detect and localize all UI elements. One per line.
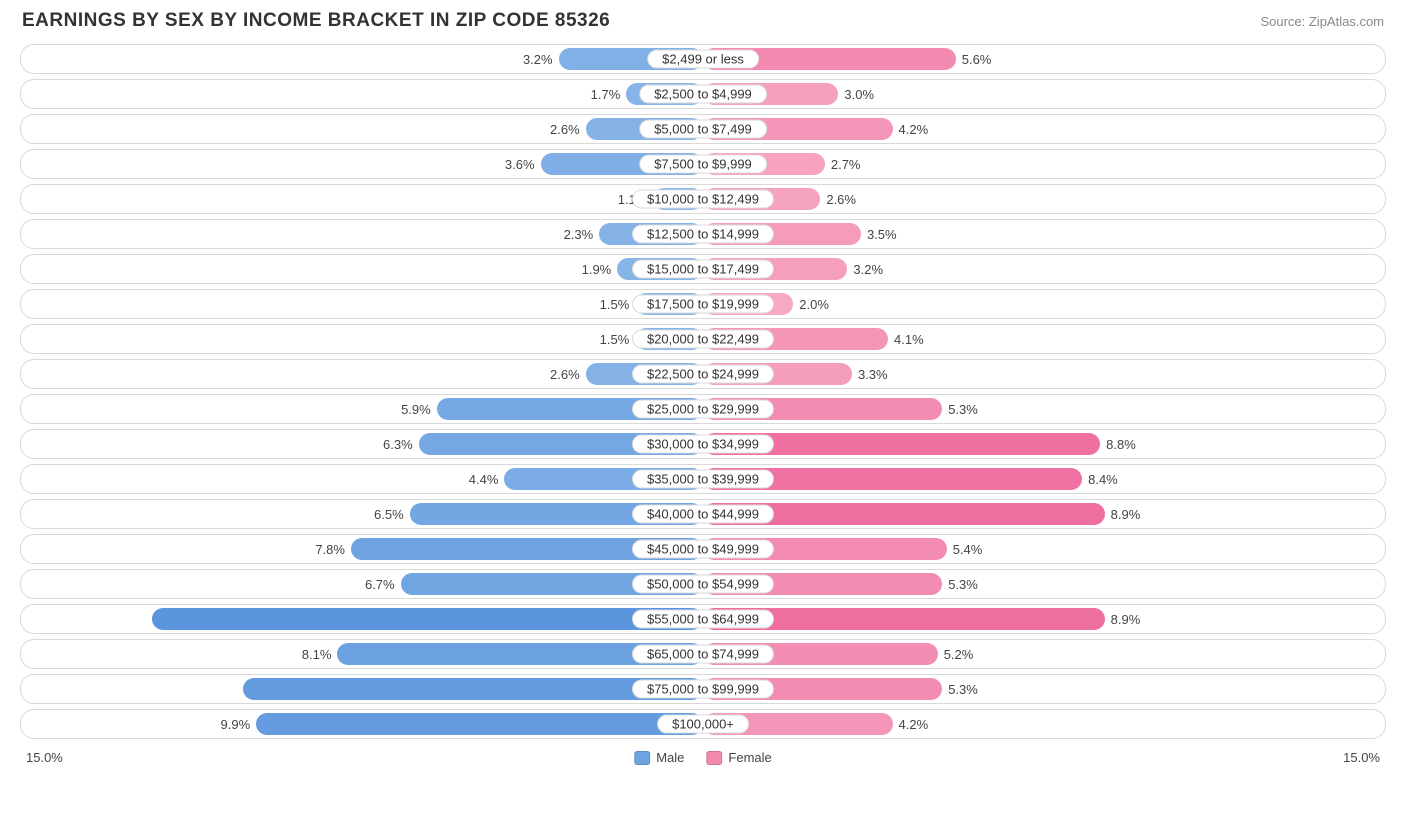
chart-source: Source: ZipAtlas.com (1260, 14, 1384, 29)
male-pct-label: 8.1% (302, 643, 338, 665)
male-pct-label: 3.6% (505, 153, 541, 175)
bracket-label: $10,000 to $12,499 (632, 190, 774, 209)
male-pct-label: 4.4% (469, 468, 505, 490)
bracket-label: $2,499 or less (647, 50, 759, 69)
legend: Male Female (634, 750, 772, 765)
bracket-label: $15,000 to $17,499 (632, 260, 774, 279)
female-pct-label: 8.4% (1082, 468, 1118, 490)
chart-row: 4.4% 8.4% $35,000 to $39,999 (20, 464, 1386, 494)
legend-male: Male (634, 750, 684, 765)
bracket-label: $7,500 to $9,999 (639, 155, 767, 174)
female-pct-label: 2.6% (820, 188, 856, 210)
male-pct-label: 9.9% (221, 713, 257, 735)
male-pct-label: 12.2% (26, 608, 577, 630)
chart-row: 2.3% 3.5% $12,500 to $14,999 (20, 219, 1386, 249)
female-pct-label: 5.3% (942, 678, 978, 700)
bracket-label: $45,000 to $49,999 (632, 540, 774, 559)
male-pct-label: 2.3% (564, 223, 600, 245)
chart-row: 6.7% 5.3% $50,000 to $54,999 (20, 569, 1386, 599)
legend-male-label: Male (656, 750, 684, 765)
female-pct-label: 3.3% (852, 363, 888, 385)
bracket-label: $30,000 to $34,999 (632, 435, 774, 454)
male-pct-label: 6.5% (374, 503, 410, 525)
axis-label-left: 15.0% (26, 750, 63, 765)
chart-row: 5.9% 5.3% $25,000 to $29,999 (20, 394, 1386, 424)
chart-row: 3.6% 2.7% $7,500 to $9,999 (20, 149, 1386, 179)
chart-row: 6.5% 8.9% $40,000 to $44,999 (20, 499, 1386, 529)
chart-row: 3.2% 5.6% $2,499 or less (20, 44, 1386, 74)
chart-row: 1.9% 3.2% $15,000 to $17,499 (20, 254, 1386, 284)
chart-row: 1.7% 3.0% $2,500 to $4,999 (20, 79, 1386, 109)
bracket-label: $35,000 to $39,999 (632, 470, 774, 489)
chart-row: 1.5% 2.0% $17,500 to $19,999 (20, 289, 1386, 319)
male-pct-label: 6.3% (383, 433, 419, 455)
female-pct-label: 2.0% (793, 293, 829, 315)
female-pct-label: 3.0% (838, 83, 874, 105)
female-pct-label: 5.3% (942, 573, 978, 595)
male-pct-label: 2.6% (550, 363, 586, 385)
male-bar (256, 713, 703, 735)
chart-row: 7.8% 5.4% $45,000 to $49,999 (20, 534, 1386, 564)
bracket-label: $20,000 to $22,499 (632, 330, 774, 349)
chart-header: EARNINGS BY SEX BY INCOME BRACKET IN ZIP… (0, 0, 1406, 40)
male-pct-label: 2.6% (550, 118, 586, 140)
chart-row: 1.1%2.6%$10,000 to $12,499 (20, 184, 1386, 214)
bracket-label: $25,000 to $29,999 (632, 400, 774, 419)
female-pct-label: 5.4% (947, 538, 983, 560)
axis-label-right: 15.0% (1343, 750, 1380, 765)
chart-row: 8.1% 5.2% $65,000 to $74,999 (20, 639, 1386, 669)
chart-row: 6.3% 8.8% $30,000 to $34,999 (20, 429, 1386, 459)
bracket-label: $5,000 to $7,499 (639, 120, 767, 139)
chart-row: 2.6% 3.3% $22,500 to $24,999 (20, 359, 1386, 389)
legend-female: Female (706, 750, 771, 765)
male-pct-label: 6.7% (365, 573, 401, 595)
male-pct-label: 1.5% (600, 293, 636, 315)
bracket-label: $50,000 to $54,999 (632, 575, 774, 594)
chart-row: 10.2% 5.3% $75,000 to $99,999 (20, 674, 1386, 704)
chart-row: 2.6% 4.2% $5,000 to $7,499 (20, 114, 1386, 144)
female-pct-label: 3.5% (861, 223, 897, 245)
bracket-label: $2,500 to $4,999 (639, 85, 767, 104)
bracket-label: $40,000 to $44,999 (632, 505, 774, 524)
chart-title: EARNINGS BY SEX BY INCOME BRACKET IN ZIP… (22, 10, 610, 32)
legend-swatch-male (634, 751, 650, 765)
male-pct-label: 1.9% (582, 258, 618, 280)
male-pct-label: 10.2% (26, 678, 486, 700)
female-pct-label: 4.2% (893, 118, 929, 140)
legend-swatch-female (706, 751, 722, 765)
chart-row: 1.5% 4.1% $20,000 to $22,499 (20, 324, 1386, 354)
male-pct-label: 1.7% (591, 83, 627, 105)
legend-female-label: Female (728, 750, 771, 765)
chart-row: 12.2% 8.9% $55,000 to $64,999 (20, 604, 1386, 634)
female-pct-label: 5.6% (956, 48, 992, 70)
bracket-label: $22,500 to $24,999 (632, 365, 774, 384)
chart-area: 3.2% 5.6% $2,499 or less 1.7% 3.0% $2,500 to … (0, 40, 1406, 739)
bracket-label: $75,000 to $99,999 (632, 680, 774, 699)
bracket-label: $65,000 to $74,999 (632, 645, 774, 664)
female-pct-label: 4.1% (888, 328, 924, 350)
female-pct-label: 2.7% (825, 153, 861, 175)
male-pct-label: 3.2% (523, 48, 559, 70)
bracket-label: $55,000 to $64,999 (632, 610, 774, 629)
male-pct-label: 5.9% (401, 398, 437, 420)
bracket-label: $12,500 to $14,999 (632, 225, 774, 244)
bracket-label: $17,500 to $19,999 (632, 295, 774, 314)
female-pct-label: 5.3% (942, 398, 978, 420)
male-pct-label: 7.8% (315, 538, 351, 560)
chart-footer: 15.0% Male Female 15.0% (0, 744, 1406, 765)
female-pct-label: 5.2% (938, 643, 974, 665)
female-pct-label: 3.2% (847, 258, 883, 280)
bracket-label: $100,000+ (657, 715, 749, 734)
female-pct-label: 8.9% (1105, 503, 1141, 525)
female-pct-label: 4.2% (893, 713, 929, 735)
female-pct-label: 8.8% (1100, 433, 1136, 455)
male-pct-label: 1.5% (600, 328, 636, 350)
chart-row: 9.9% 4.2% $100,000+ (20, 709, 1386, 739)
female-pct-label: 8.9% (1105, 608, 1141, 630)
